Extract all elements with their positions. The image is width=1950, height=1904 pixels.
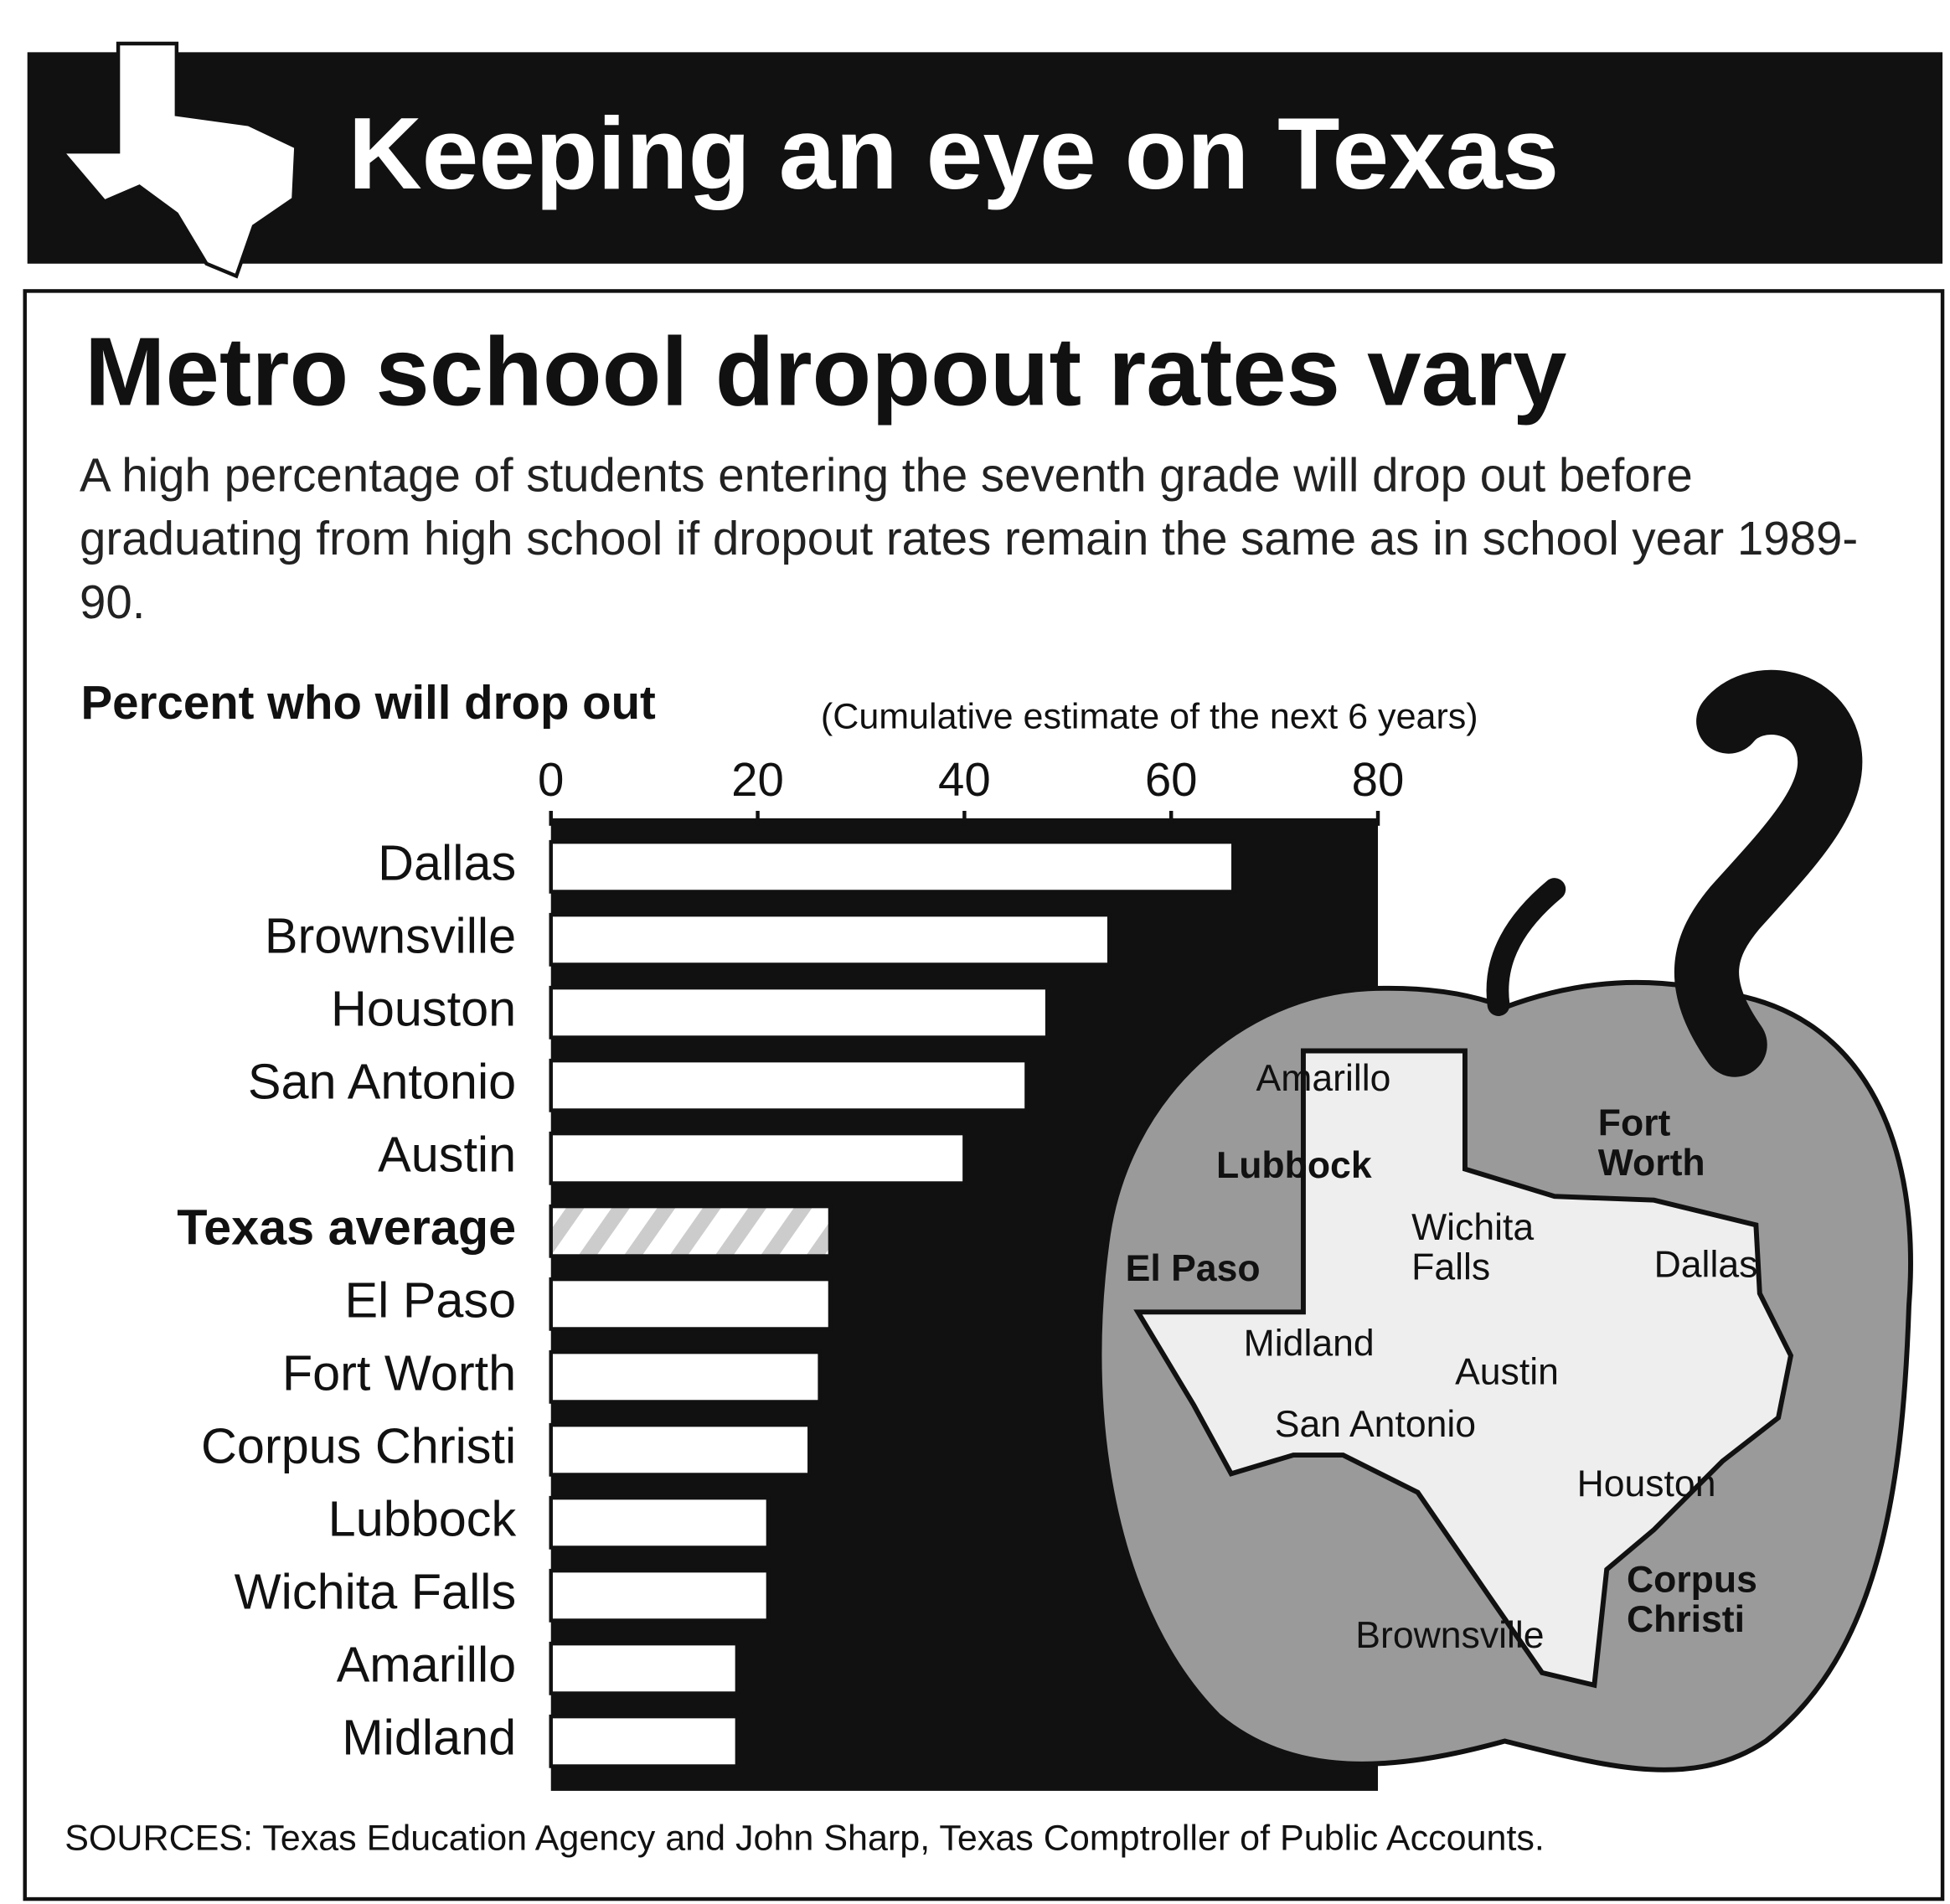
y-tick-label: San Antonio <box>248 1053 516 1109</box>
bar <box>549 1204 833 1258</box>
map-label: Fort Worth <box>1597 1104 1705 1184</box>
subtitle-box: A high percentage of students entering t… <box>80 450 1859 630</box>
texas-map <box>1133 1048 1794 1689</box>
y-tick-label: Fort Worth <box>282 1344 516 1401</box>
worm <box>1674 669 1863 1077</box>
map-label: Houston <box>1576 1464 1716 1505</box>
bar <box>549 1131 967 1185</box>
map-label-box: Wichita Falls <box>1411 1209 1535 1288</box>
bar <box>549 985 1050 1040</box>
map-label: Brownsville <box>1355 1617 1545 1657</box>
x-axis-note: (Cumulative estimate of the next 6 years… <box>821 697 1478 737</box>
y-tick-label: El Paso <box>345 1272 517 1328</box>
y-tick-label: Austin <box>378 1126 516 1182</box>
map-labels: Amarillo Lubbock El Paso Wichita Falls Fort … <box>1125 1059 1758 1657</box>
y-tick-label: Dallas <box>378 834 516 890</box>
frame <box>23 289 1945 1901</box>
banner <box>27 52 1943 264</box>
y-tick-label: Houston <box>331 980 516 1036</box>
map-label-box: Midland <box>1243 1324 1375 1365</box>
y-tick-label: Midland <box>342 1709 516 1765</box>
bar <box>549 1714 740 1768</box>
bar <box>549 912 1112 967</box>
bar <box>549 1568 771 1623</box>
y-tick-label: Wichita Falls <box>235 1563 517 1619</box>
map-label: Lubbock <box>1216 1146 1372 1187</box>
bar <box>549 1277 833 1331</box>
map-label-box: Amarillo <box>1256 1059 1391 1100</box>
x-tick-label: 40 <box>938 753 991 806</box>
banner-title: Keeping an eye on Texas <box>348 96 1560 210</box>
map-label-box: San Antonio <box>1274 1405 1477 1446</box>
map-label-box: Fort Worth <box>1597 1104 1705 1184</box>
subtitle: A high percentage of students entering t… <box>80 450 1859 630</box>
x-axis-label: Percent who will drop out <box>81 676 657 729</box>
y-tick-label: Corpus Christi <box>201 1417 516 1473</box>
bar <box>549 839 1236 894</box>
source: SOURCES: Texas Education Agency and John… <box>64 1819 1545 1859</box>
map-label-box: Dallas <box>1653 1246 1758 1287</box>
map-label-box: Houston <box>1576 1464 1716 1505</box>
x-tick-label: 0 <box>538 753 564 806</box>
map-label: Corpus Christi <box>1626 1561 1757 1640</box>
apple-stem <box>1486 878 1566 1016</box>
x-tick-label: 20 <box>731 753 784 806</box>
x-tick-label: 80 <box>1352 753 1405 806</box>
bar <box>549 1495 771 1550</box>
map-label: Austin <box>1455 1353 1559 1393</box>
x-tick-label: 60 <box>1145 753 1198 806</box>
bar <box>549 1422 812 1477</box>
map-label-box: Corpus Christi <box>1626 1561 1757 1640</box>
map-label-box: El Paso <box>1125 1250 1261 1290</box>
map-label: El Paso <box>1125 1250 1261 1290</box>
bar <box>549 1349 822 1404</box>
y-tick-label: Texas average <box>177 1199 516 1255</box>
bar <box>549 1058 1029 1112</box>
chart-title: Metro school dropout rates vary <box>85 317 1566 426</box>
y-tick-label: Brownsville <box>265 907 516 963</box>
bar <box>549 1641 740 1695</box>
y-tick-label: Amarillo <box>337 1636 516 1692</box>
y-tick-label: Lubbock <box>328 1490 517 1546</box>
map-label: Wichita Falls <box>1411 1209 1535 1288</box>
map-label-box: Lubbock <box>1216 1146 1372 1187</box>
map-label: Dallas <box>1653 1246 1758 1287</box>
map-label: San Antonio <box>1274 1405 1477 1446</box>
map-label-box: Austin <box>1455 1353 1559 1393</box>
map-label-box: Brownsville <box>1355 1617 1545 1657</box>
map-label: Midland <box>1243 1324 1375 1365</box>
texas-icon <box>58 41 298 279</box>
map-label: Amarillo <box>1256 1059 1391 1100</box>
